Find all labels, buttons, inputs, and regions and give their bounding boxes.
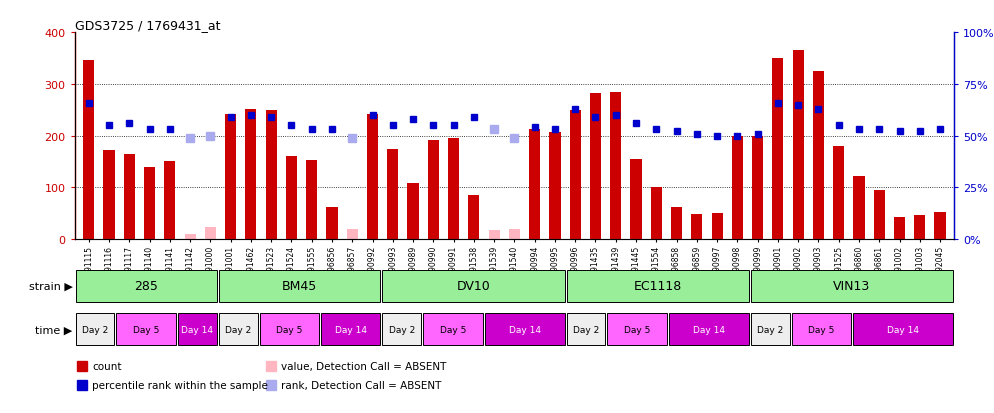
Text: 285: 285 bbox=[134, 280, 158, 292]
Bar bbox=[408, 183, 418, 240]
Bar bbox=[103, 150, 114, 240]
Text: Day 14: Day 14 bbox=[887, 325, 919, 334]
Bar bbox=[427, 141, 439, 240]
Bar bbox=[388, 149, 399, 240]
Bar bbox=[589, 94, 601, 240]
Text: count: count bbox=[91, 361, 121, 371]
Text: Day 5: Day 5 bbox=[808, 325, 834, 334]
Bar bbox=[265, 110, 276, 240]
Text: BM45: BM45 bbox=[282, 280, 317, 292]
Bar bbox=[750, 270, 953, 302]
Bar bbox=[286, 157, 297, 240]
Text: Day 5: Day 5 bbox=[624, 325, 650, 334]
Bar bbox=[219, 313, 257, 345]
Bar bbox=[853, 313, 953, 345]
Bar bbox=[489, 230, 500, 240]
Bar bbox=[246, 110, 256, 240]
Bar bbox=[83, 60, 94, 240]
Bar bbox=[178, 313, 217, 345]
Bar bbox=[874, 191, 885, 240]
Bar bbox=[894, 217, 906, 240]
Text: Day 2: Day 2 bbox=[573, 325, 599, 334]
Bar bbox=[448, 138, 459, 240]
Bar bbox=[712, 214, 723, 240]
Bar bbox=[164, 161, 175, 240]
Bar bbox=[185, 235, 196, 240]
Bar bbox=[383, 313, 421, 345]
Bar bbox=[509, 229, 520, 240]
Bar bbox=[468, 196, 479, 240]
Text: GDS3725 / 1769431_at: GDS3725 / 1769431_at bbox=[75, 19, 220, 32]
Bar bbox=[567, 270, 748, 302]
Bar bbox=[691, 214, 703, 240]
Bar bbox=[833, 147, 844, 240]
Bar bbox=[326, 207, 338, 240]
Bar bbox=[669, 313, 748, 345]
Bar bbox=[259, 313, 319, 345]
Bar bbox=[116, 313, 176, 345]
Text: Day 2: Day 2 bbox=[389, 325, 415, 334]
Text: strain ▶: strain ▶ bbox=[29, 281, 73, 291]
Text: EC1118: EC1118 bbox=[633, 280, 682, 292]
Bar bbox=[791, 313, 851, 345]
Bar bbox=[485, 313, 565, 345]
Text: time ▶: time ▶ bbox=[36, 324, 73, 335]
Bar bbox=[550, 133, 561, 240]
Bar bbox=[306, 161, 317, 240]
Bar bbox=[423, 313, 483, 345]
Bar bbox=[321, 313, 381, 345]
Text: rank, Detection Call = ABSENT: rank, Detection Call = ABSENT bbox=[281, 380, 441, 390]
Bar bbox=[347, 229, 358, 240]
Text: Day 5: Day 5 bbox=[276, 325, 302, 334]
Bar bbox=[671, 207, 682, 240]
Text: value, Detection Call = ABSENT: value, Detection Call = ABSENT bbox=[281, 361, 446, 371]
Bar bbox=[383, 270, 565, 302]
Text: Day 5: Day 5 bbox=[133, 325, 159, 334]
Text: Day 14: Day 14 bbox=[181, 325, 214, 334]
Text: Day 14: Day 14 bbox=[335, 325, 367, 334]
Bar bbox=[854, 177, 865, 240]
Bar bbox=[610, 93, 621, 240]
Bar bbox=[914, 215, 925, 240]
Bar bbox=[144, 167, 155, 240]
Bar bbox=[752, 136, 763, 240]
Text: percentile rank within the sample: percentile rank within the sample bbox=[91, 380, 267, 390]
Bar bbox=[567, 313, 605, 345]
Bar bbox=[367, 115, 378, 240]
Text: DV10: DV10 bbox=[456, 280, 490, 292]
Bar bbox=[123, 154, 135, 240]
Bar bbox=[570, 110, 580, 240]
Text: VIN13: VIN13 bbox=[833, 280, 871, 292]
Bar bbox=[813, 72, 824, 240]
Bar bbox=[651, 188, 662, 240]
Text: Day 2: Day 2 bbox=[225, 325, 251, 334]
Bar bbox=[219, 270, 381, 302]
Text: Day 2: Day 2 bbox=[82, 325, 108, 334]
Bar bbox=[934, 213, 945, 240]
Bar bbox=[76, 270, 217, 302]
Bar bbox=[529, 130, 540, 240]
Bar bbox=[732, 136, 743, 240]
Bar bbox=[630, 160, 641, 240]
Bar bbox=[76, 313, 114, 345]
Bar bbox=[772, 59, 783, 240]
Bar bbox=[225, 115, 237, 240]
Text: Day 14: Day 14 bbox=[693, 325, 725, 334]
Text: Day 5: Day 5 bbox=[439, 325, 466, 334]
Bar bbox=[607, 313, 667, 345]
Bar bbox=[792, 51, 804, 240]
Text: Day 2: Day 2 bbox=[757, 325, 783, 334]
Bar bbox=[205, 228, 216, 240]
Text: Day 14: Day 14 bbox=[509, 325, 541, 334]
Bar bbox=[750, 313, 789, 345]
